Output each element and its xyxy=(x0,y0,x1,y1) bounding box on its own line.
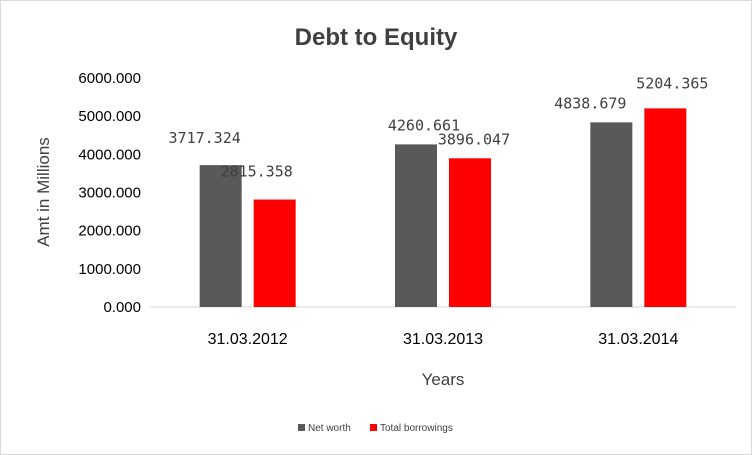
legend-label-total-borrowings: Total borrowings xyxy=(380,423,453,434)
legend-label-net-worth: Net worth xyxy=(308,423,351,434)
y-axis-ticks: 0.000 1000.000 2000.000 3000.000 4000.00… xyxy=(78,70,141,316)
chart-title: Debt to Equity xyxy=(295,24,458,51)
y-tick-label: 0.000 xyxy=(103,299,141,316)
y-tick-label: 1000.000 xyxy=(78,261,141,278)
legend: Net worth Total borrowings xyxy=(298,423,453,434)
legend-swatch-net-worth xyxy=(298,424,305,431)
x-axis-categories: 31.03.2012 31.03.2013 31.03.2014 xyxy=(208,331,679,348)
bar-total-borrowings xyxy=(644,108,687,308)
bar-total-borrowings xyxy=(449,158,491,307)
bar-total-borrowings xyxy=(253,199,296,307)
bar-net-worth xyxy=(590,122,633,307)
data-label: 4260.661 xyxy=(388,116,460,134)
bar-net-worth xyxy=(199,165,242,307)
x-axis-title: Years xyxy=(422,370,465,389)
y-axis-title: Amt in Millions xyxy=(34,137,53,247)
y-tick-label: 2000.000 xyxy=(78,223,141,240)
x-category-label: 31.03.2013 xyxy=(403,331,483,348)
data-label: 3717.324 xyxy=(169,129,241,147)
bar-net-worth xyxy=(395,144,437,307)
data-label: 2815.358 xyxy=(221,163,293,181)
x-category-label: 31.03.2014 xyxy=(598,331,678,348)
y-tick-label: 5000.000 xyxy=(78,108,141,125)
y-tick-label: 3000.000 xyxy=(78,185,141,202)
y-tick-label: 6000.000 xyxy=(78,70,141,87)
legend-swatch-total-borrowings xyxy=(370,424,377,431)
x-category-label: 31.03.2012 xyxy=(208,331,288,348)
data-label: 3896.047 xyxy=(438,130,510,148)
y-tick-label: 4000.000 xyxy=(78,146,141,163)
data-label: 5204.365 xyxy=(636,74,708,92)
data-label: 4838.679 xyxy=(554,94,626,112)
